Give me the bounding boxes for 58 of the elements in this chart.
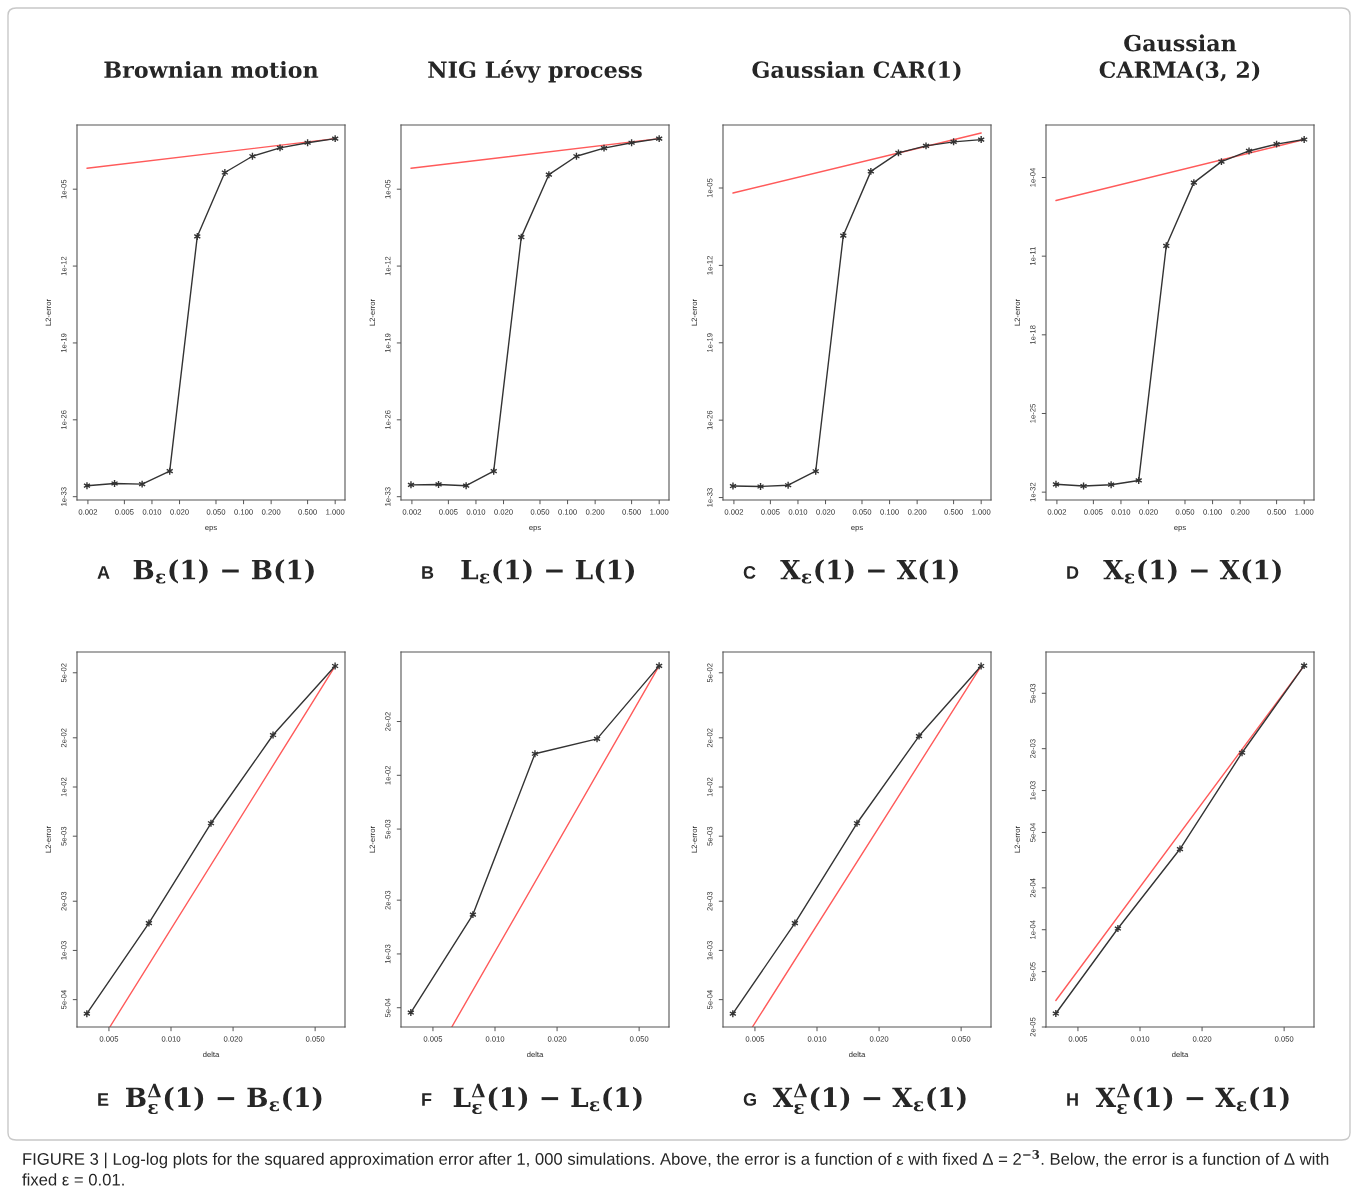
point xyxy=(1114,924,1122,933)
point xyxy=(545,170,553,179)
text: C xyxy=(743,566,756,579)
point xyxy=(784,481,792,490)
text: B$_{ε}$(1) − B(1) xyxy=(133,559,314,584)
point xyxy=(1300,135,1308,144)
point xyxy=(221,168,229,177)
point xyxy=(729,481,737,491)
point xyxy=(407,480,415,490)
point xyxy=(655,661,663,670)
point xyxy=(462,481,470,490)
point xyxy=(1107,480,1115,489)
point xyxy=(469,910,477,919)
text: B$^{Δ}$$_{ε}$(1) − B$_{ε}$(1) xyxy=(126,1083,322,1114)
text: X$_{ε}$(1) − X(1) xyxy=(1103,559,1281,584)
text: X$_{ε}$(1) − X(1) xyxy=(780,559,958,584)
point xyxy=(1300,661,1308,670)
point xyxy=(207,819,215,828)
point xyxy=(83,481,91,490)
point xyxy=(791,918,799,928)
point xyxy=(1176,844,1184,854)
point xyxy=(531,749,539,758)
point xyxy=(867,167,875,176)
text: X$^{Δ}$$_{ε}$(1) − X$_{ε}$(1) xyxy=(1095,1083,1289,1114)
point xyxy=(593,734,601,744)
text: B xyxy=(422,566,434,579)
point xyxy=(729,1009,737,1018)
point xyxy=(915,731,923,741)
point xyxy=(1052,1009,1060,1018)
text: H xyxy=(1067,1093,1078,1106)
text: E xyxy=(98,1093,109,1106)
point xyxy=(853,819,861,828)
point xyxy=(655,134,663,143)
point xyxy=(1052,480,1060,489)
text: D xyxy=(1067,566,1079,579)
point xyxy=(276,143,284,153)
point xyxy=(600,143,608,153)
point xyxy=(145,918,153,928)
text: A xyxy=(97,566,110,579)
text: L$_{ε}$(1) − L(1) xyxy=(461,559,635,584)
point xyxy=(331,134,339,143)
chart-title: Brownian motion xyxy=(104,60,319,79)
chart-title: Gaussian CARMA(3, 2) xyxy=(1099,34,1260,82)
text: FIGURE 3 | Log-log plots for the squared approximation error after 1, 000 simulations. Above, the error is a function of ε with fixed Δ = 2$^{−3}$. Below, the error is a function of Δ with fixed ε = 0.01. xyxy=(22,1150,1329,1186)
text: L$^{Δ}$$_{ε}$(1) − L$_{ε}$(1) xyxy=(453,1083,642,1114)
point xyxy=(1190,178,1198,187)
point xyxy=(83,1009,91,1018)
text: X$^{Δ}$$_{ε}$(1) − X$_{ε}$(1) xyxy=(772,1083,966,1114)
text: F xyxy=(422,1093,432,1106)
point xyxy=(1245,146,1253,156)
point xyxy=(138,479,146,489)
point xyxy=(922,141,930,151)
point xyxy=(1238,748,1246,757)
chart-title: Gaussian CAR(1) xyxy=(752,60,961,82)
point xyxy=(977,135,985,144)
text: G xyxy=(743,1093,756,1106)
point xyxy=(407,1008,415,1017)
chart-title: NIG Lévy process xyxy=(428,60,642,83)
